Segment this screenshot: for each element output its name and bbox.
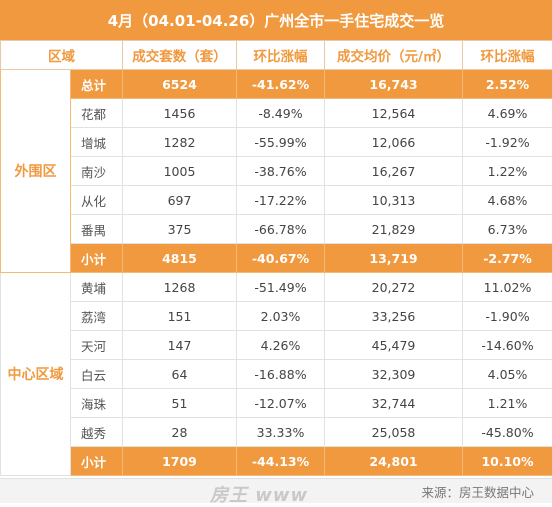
- cell-price: 24,801: [325, 447, 463, 476]
- cell-price-change: -2.77%: [463, 244, 552, 273]
- cell-price-change: -14.60%: [463, 331, 552, 360]
- cell-price-change: 10.10%: [463, 447, 552, 476]
- cell-units-change: 4.26%: [237, 331, 325, 360]
- table-title: 4月（04.01-04.26）广州全市一手住宅成交一览: [0, 0, 552, 40]
- cell-units: 147: [123, 331, 237, 360]
- header-region: 区域: [1, 41, 123, 70]
- cell-price-change: 4.05%: [463, 360, 552, 389]
- header-row: 区域 成交套数（套） 环比涨幅 成交均价（元/㎡） 环比涨幅: [1, 41, 552, 70]
- cell-units-change: -41.62%: [237, 70, 325, 99]
- cell-units: 1282: [123, 128, 237, 157]
- cell-units-change: -17.22%: [237, 186, 325, 215]
- cell-units-change: -38.76%: [237, 157, 325, 186]
- cell-price: 10,313: [325, 186, 463, 215]
- district-name: 越秀: [71, 418, 123, 447]
- footer: 房王 www 来源：房王数据中心: [0, 478, 552, 503]
- cell-price-change: 1.21%: [463, 389, 552, 418]
- district-name: 从化: [71, 186, 123, 215]
- cell-units-change: -12.07%: [237, 389, 325, 418]
- district-name: 天河: [71, 331, 123, 360]
- district-name: 荔湾: [71, 302, 123, 331]
- district-name: 海珠: [71, 389, 123, 418]
- cell-price: 25,058: [325, 418, 463, 447]
- cell-units-change: -51.49%: [237, 273, 325, 302]
- cell-price-change: 4.69%: [463, 99, 552, 128]
- table-row: 从化 697 -17.22% 10,313 4.68%: [1, 186, 552, 215]
- district-name: 番禺: [71, 215, 123, 244]
- header-price: 成交均价（元/㎡）: [325, 41, 463, 70]
- cell-price: 21,829: [325, 215, 463, 244]
- cell-price: 16,267: [325, 157, 463, 186]
- cell-price: 12,564: [325, 99, 463, 128]
- watermark: 房王 www: [210, 481, 308, 507]
- row-label: 小计: [71, 447, 123, 476]
- subtotal-row: 小计 4815 -40.67% 13,719 -2.77%: [1, 244, 552, 273]
- cell-price-change: 6.73%: [463, 215, 552, 244]
- cell-units: 4815: [123, 244, 237, 273]
- cell-units-change: 2.03%: [237, 302, 325, 331]
- table-row: 白云 64 -16.88% 32,309 4.05%: [1, 360, 552, 389]
- cell-price-change: -45.80%: [463, 418, 552, 447]
- cell-price-change: -1.92%: [463, 128, 552, 157]
- transaction-table: 区域 成交套数（套） 环比涨幅 成交均价（元/㎡） 环比涨幅 外围区 总计 65…: [0, 40, 552, 476]
- row-label: 小计: [71, 244, 123, 273]
- cell-units: 1268: [123, 273, 237, 302]
- table-row: 花都 1456 -8.49% 12,564 4.69%: [1, 99, 552, 128]
- cell-units: 151: [123, 302, 237, 331]
- region-outer: 外围区: [1, 70, 71, 273]
- row-label: 总计: [71, 70, 123, 99]
- cell-units-change: 33.33%: [237, 418, 325, 447]
- region-center: 中心区域: [1, 273, 71, 476]
- table-row: 越秀 28 33.33% 25,058 -45.80%: [1, 418, 552, 447]
- cell-price: 32,744: [325, 389, 463, 418]
- cell-price-change: 11.02%: [463, 273, 552, 302]
- district-name: 黄埔: [71, 273, 123, 302]
- cell-units-change: -55.99%: [237, 128, 325, 157]
- cell-units: 51: [123, 389, 237, 418]
- cell-price-change: 1.22%: [463, 157, 552, 186]
- cell-units: 6524: [123, 70, 237, 99]
- cell-price: 32,309: [325, 360, 463, 389]
- table-row: 南沙 1005 -38.76% 16,267 1.22%: [1, 157, 552, 186]
- total-row: 外围区 总计 6524 -41.62% 16,743 2.52%: [1, 70, 552, 99]
- district-name: 白云: [71, 360, 123, 389]
- district-name: 南沙: [71, 157, 123, 186]
- table-row: 番禺 375 -66.78% 21,829 6.73%: [1, 215, 552, 244]
- cell-units: 64: [123, 360, 237, 389]
- cell-price: 45,479: [325, 331, 463, 360]
- cell-units-change: -40.67%: [237, 244, 325, 273]
- cell-units-change: -44.13%: [237, 447, 325, 476]
- subtotal-row: 小计 1709 -44.13% 24,801 10.10%: [1, 447, 552, 476]
- cell-units: 375: [123, 215, 237, 244]
- cell-price: 20,272: [325, 273, 463, 302]
- source-note: 来源：房王数据中心: [421, 482, 534, 501]
- table-row: 荔湾 151 2.03% 33,256 -1.90%: [1, 302, 552, 331]
- cell-price: 33,256: [325, 302, 463, 331]
- table-row: 中心区域 黄埔 1268 -51.49% 20,272 11.02%: [1, 273, 552, 302]
- cell-units-change: -8.49%: [237, 99, 325, 128]
- header-price-change: 环比涨幅: [463, 41, 552, 70]
- cell-units: 28: [123, 418, 237, 447]
- cell-price-change: 4.68%: [463, 186, 552, 215]
- cell-price-change: -1.90%: [463, 302, 552, 331]
- table-row: 天河 147 4.26% 45,479 -14.60%: [1, 331, 552, 360]
- district-name: 增城: [71, 128, 123, 157]
- cell-price: 13,719: [325, 244, 463, 273]
- cell-price: 16,743: [325, 70, 463, 99]
- cell-price: 12,066: [325, 128, 463, 157]
- district-name: 花都: [71, 99, 123, 128]
- cell-units-change: -16.88%: [237, 360, 325, 389]
- table-row: 海珠 51 -12.07% 32,744 1.21%: [1, 389, 552, 418]
- cell-units: 697: [123, 186, 237, 215]
- cell-units-change: -66.78%: [237, 215, 325, 244]
- table-row: 增城 1282 -55.99% 12,066 -1.92%: [1, 128, 552, 157]
- cell-units: 1456: [123, 99, 237, 128]
- cell-units: 1709: [123, 447, 237, 476]
- cell-units: 1005: [123, 157, 237, 186]
- header-units: 成交套数（套）: [123, 41, 237, 70]
- cell-price-change: 2.52%: [463, 70, 552, 99]
- header-units-change: 环比涨幅: [237, 41, 325, 70]
